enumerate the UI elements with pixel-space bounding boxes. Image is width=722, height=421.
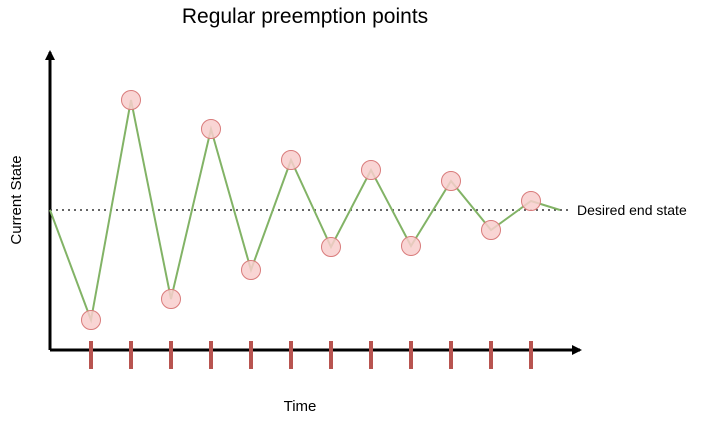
x-axis-label: Time bbox=[284, 398, 317, 415]
state-point bbox=[281, 150, 301, 170]
state-point bbox=[161, 289, 181, 309]
state-point bbox=[521, 191, 541, 211]
y-axis-label: Current State bbox=[8, 155, 25, 244]
state-point bbox=[201, 119, 221, 139]
preemption-ticks bbox=[89, 341, 533, 369]
desired-end-state-label: Desired end state bbox=[577, 202, 687, 218]
state-point bbox=[81, 310, 101, 330]
diagram-title: Regular preemption points bbox=[182, 5, 428, 28]
state-point bbox=[361, 160, 381, 180]
state-point bbox=[321, 237, 341, 257]
state-point bbox=[121, 90, 141, 110]
state-point bbox=[401, 236, 421, 256]
state-point bbox=[241, 260, 261, 280]
state-point bbox=[441, 171, 461, 191]
state-points bbox=[81, 90, 541, 330]
state-trajectory-line bbox=[49, 99, 561, 324]
state-point bbox=[481, 220, 501, 240]
